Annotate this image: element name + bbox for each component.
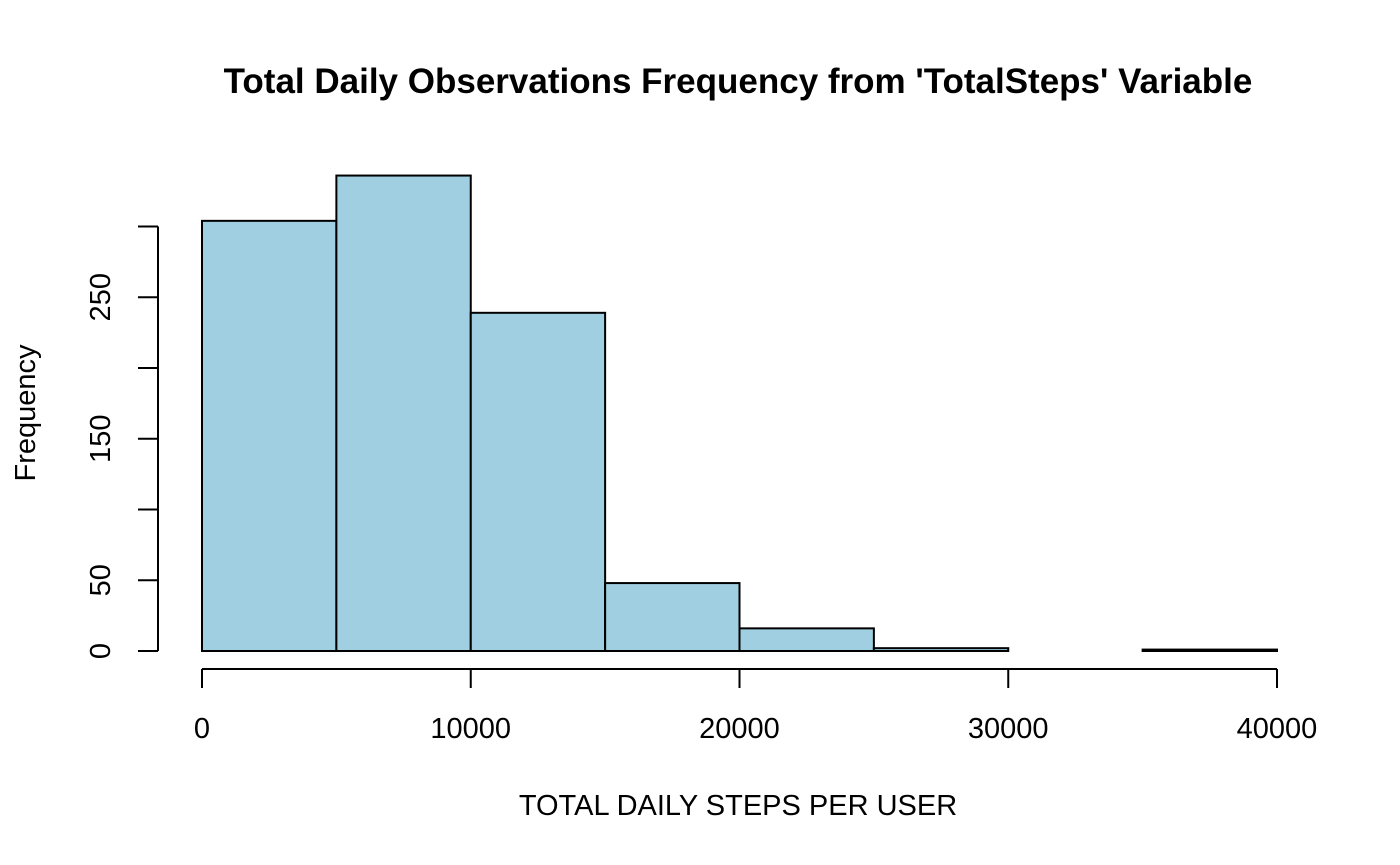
y-axis: 0 50 150 250 xyxy=(85,225,159,659)
x-tick-label: 0 xyxy=(194,713,210,745)
y-tick-label: 150 xyxy=(85,415,117,463)
x-axis-label: TOTAL DAILY STEPS PER USER xyxy=(519,790,957,822)
histogram-bar xyxy=(738,627,875,652)
chart-title: Total Daily Observations Frequency from … xyxy=(224,62,1253,101)
x-axis: 0 10000 20000 30000 40000 xyxy=(194,668,1318,745)
histogram-bar xyxy=(1141,648,1278,653)
x-tick-label: 10000 xyxy=(430,713,511,745)
x-tick-label: 30000 xyxy=(968,713,1049,745)
y-tick-label: 0 xyxy=(85,643,117,659)
x-tick-label: 20000 xyxy=(699,713,780,745)
y-tick-label: 250 xyxy=(85,273,117,321)
y-axis-label: Frequency xyxy=(10,344,42,482)
histogram-bar xyxy=(872,647,1010,652)
x-tick-label: 40000 xyxy=(1237,713,1318,745)
histogram-bar xyxy=(335,174,472,652)
bars-group xyxy=(201,174,1278,653)
histogram-bar xyxy=(201,219,338,652)
y-tick-label: 50 xyxy=(85,564,117,596)
histogram-bar xyxy=(604,582,741,653)
histogram-bar xyxy=(469,311,607,652)
